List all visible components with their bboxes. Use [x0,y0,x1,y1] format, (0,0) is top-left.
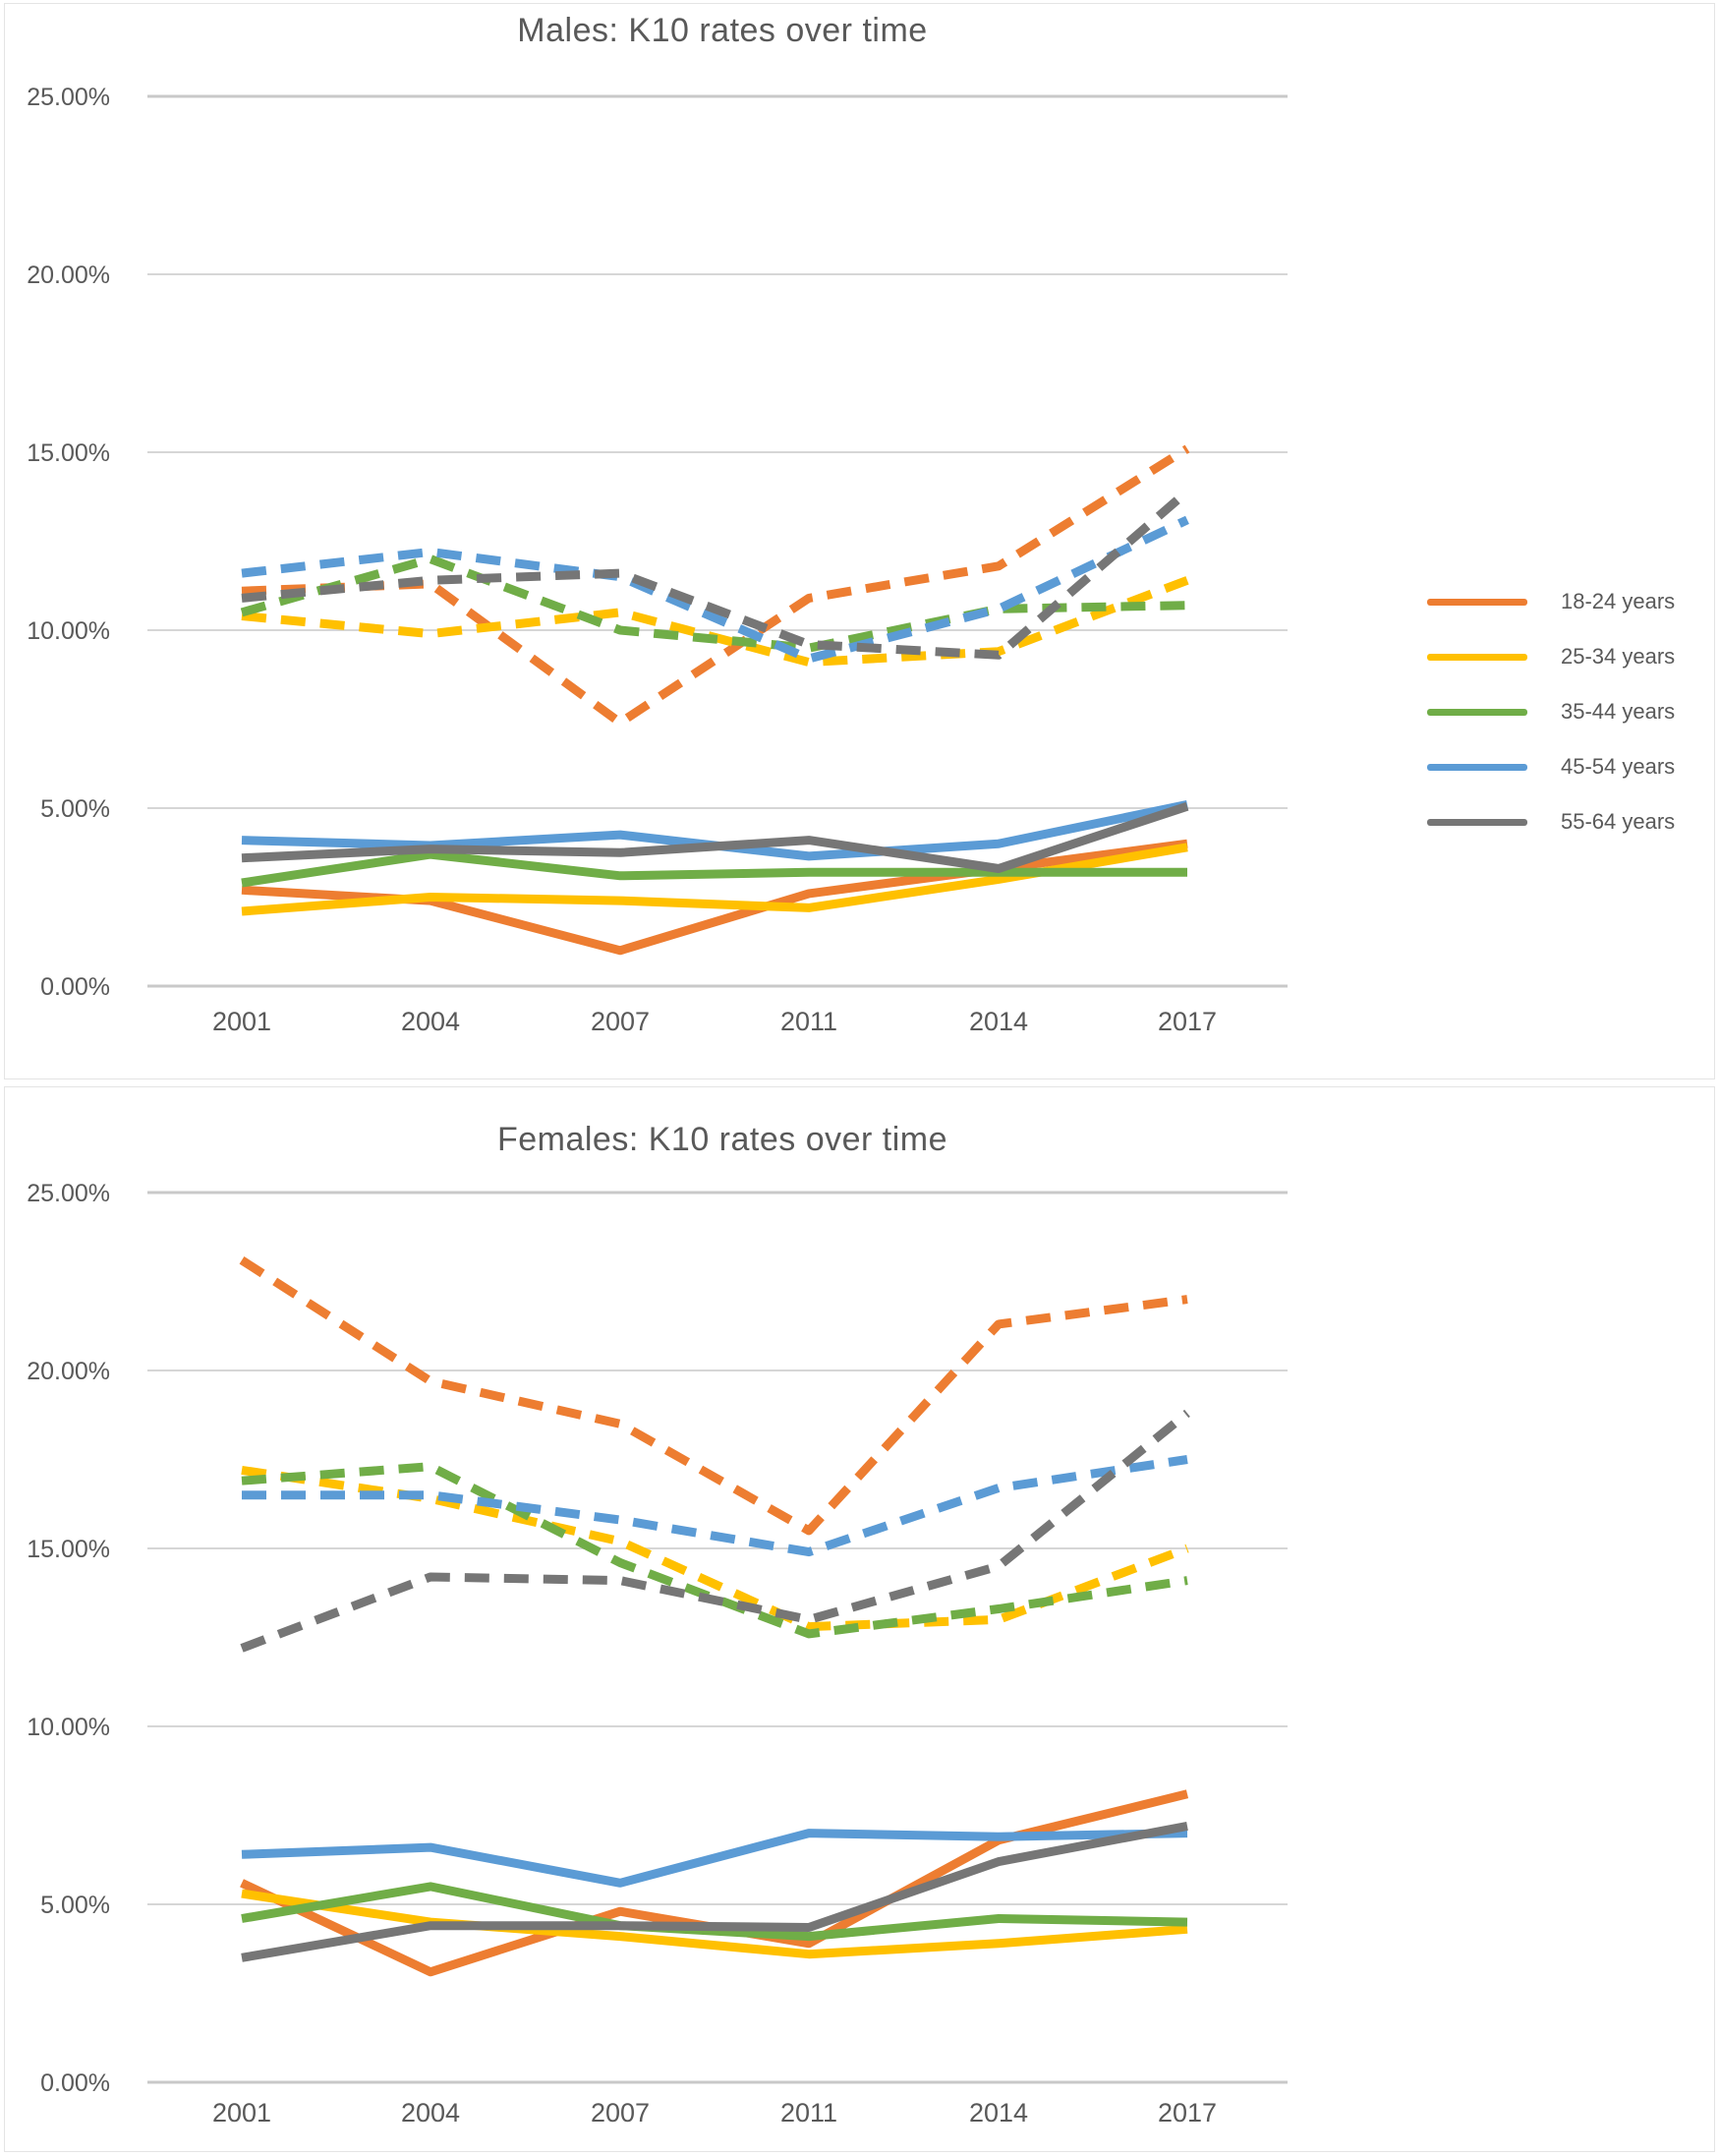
series-line-35-44-years-solid [241,1882,1188,1942]
x-tick-label: 2014 [969,1007,1028,1036]
legend: 18-24 years 25-34 years 35-44 years 45-5… [1427,574,1675,849]
legend-line-swatch-35-44 [1427,708,1527,716]
x-tick-label: 2007 [591,2098,650,2127]
legend-line-swatch-25-34 [1427,653,1527,661]
x-tick-label: 2011 [780,1007,837,1036]
y-tick-label: 20.00% [27,1358,110,1385]
y-tick-label: 20.00% [27,262,110,289]
y-tick-label: 0.00% [40,2069,110,2097]
legend-line-swatch-18-24 [1427,598,1527,606]
y-tick-label: 25.00% [27,1180,110,1207]
y-tick-label: 5.00% [40,1892,110,1919]
males-chart-title: Males: K10 rates over time [517,12,928,49]
legend-item-25-34: 25-34 years [1427,629,1675,684]
legend-line-swatch-45-54 [1427,763,1527,771]
series-line-55-64-years-solid [241,1821,1188,1962]
y-tick-label: 25.00% [27,84,110,111]
legend-item-55-64: 55-64 years [1427,794,1675,849]
series-line-25-34-years-solid [241,1889,1188,1959]
x-tick-label: 2014 [969,2098,1028,2127]
x-tick-label: 2011 [780,2098,837,2127]
legend-label: 35-44 years [1561,699,1676,724]
x-tick-label: 2007 [591,1007,650,1036]
y-tick-label: 15.00% [27,439,110,467]
x-tick-label: 2017 [1158,2098,1217,2127]
y-tick-label: 10.00% [27,1714,110,1741]
series-line-35-44-years-solid [241,849,1187,888]
y-tick-label: 10.00% [27,617,110,645]
legend-item-35-44: 35-44 years [1427,684,1675,739]
x-tick-label: 2017 [1158,1007,1217,1036]
series-line-55-64-years-dashed [240,1409,1190,1653]
series-line-55-64-years-solid [241,801,1189,873]
females-chart-title: Females: K10 rates over time [496,1121,948,1158]
series-line-45-54-years-solid [241,1829,1188,1888]
series-line-18-24-years-dashed [239,1256,1188,1536]
legend-item-18-24: 18-24 years [1427,574,1675,629]
legend-label: 55-64 years [1561,809,1676,834]
legend-label: 25-34 years [1561,644,1676,669]
series-line-35-44-years-dashed [241,1462,1188,1639]
legend-label: 18-24 years [1561,589,1676,613]
series-line-45-54-years-dashed [241,515,1189,664]
x-tick-label: 2001 [212,2098,271,2127]
x-tick-label: 2004 [401,2098,460,2127]
legend-item-45-54: 45-54 years [1427,739,1675,794]
legend-label: 45-54 years [1561,754,1676,779]
x-tick-label: 2004 [401,1007,460,1036]
y-tick-label: 5.00% [40,795,110,823]
y-tick-label: 0.00% [40,973,110,1001]
females-chart-panel [4,1086,1715,2152]
series-line-55-64-years-dashed [241,488,1190,660]
x-tick-label: 2001 [212,1007,271,1036]
series-line-35-44-years-dashed [240,554,1188,653]
legend-line-swatch-55-64 [1427,818,1527,826]
series-line-45-54-years-dashed [242,1455,1188,1557]
y-tick-label: 15.00% [27,1536,110,1563]
